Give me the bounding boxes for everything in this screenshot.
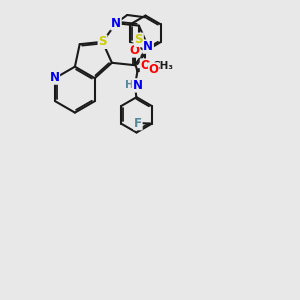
Text: S: S (135, 33, 143, 46)
Text: N: N (143, 40, 153, 53)
Text: N: N (111, 17, 121, 30)
Text: O: O (148, 63, 159, 76)
Text: O: O (130, 44, 140, 57)
Text: CH₃: CH₃ (153, 61, 174, 70)
Text: O: O (140, 59, 151, 72)
Text: N: N (50, 71, 59, 84)
Text: H: H (125, 80, 134, 90)
Text: N: N (132, 79, 142, 92)
Text: F: F (134, 117, 142, 130)
Text: S: S (98, 35, 107, 48)
